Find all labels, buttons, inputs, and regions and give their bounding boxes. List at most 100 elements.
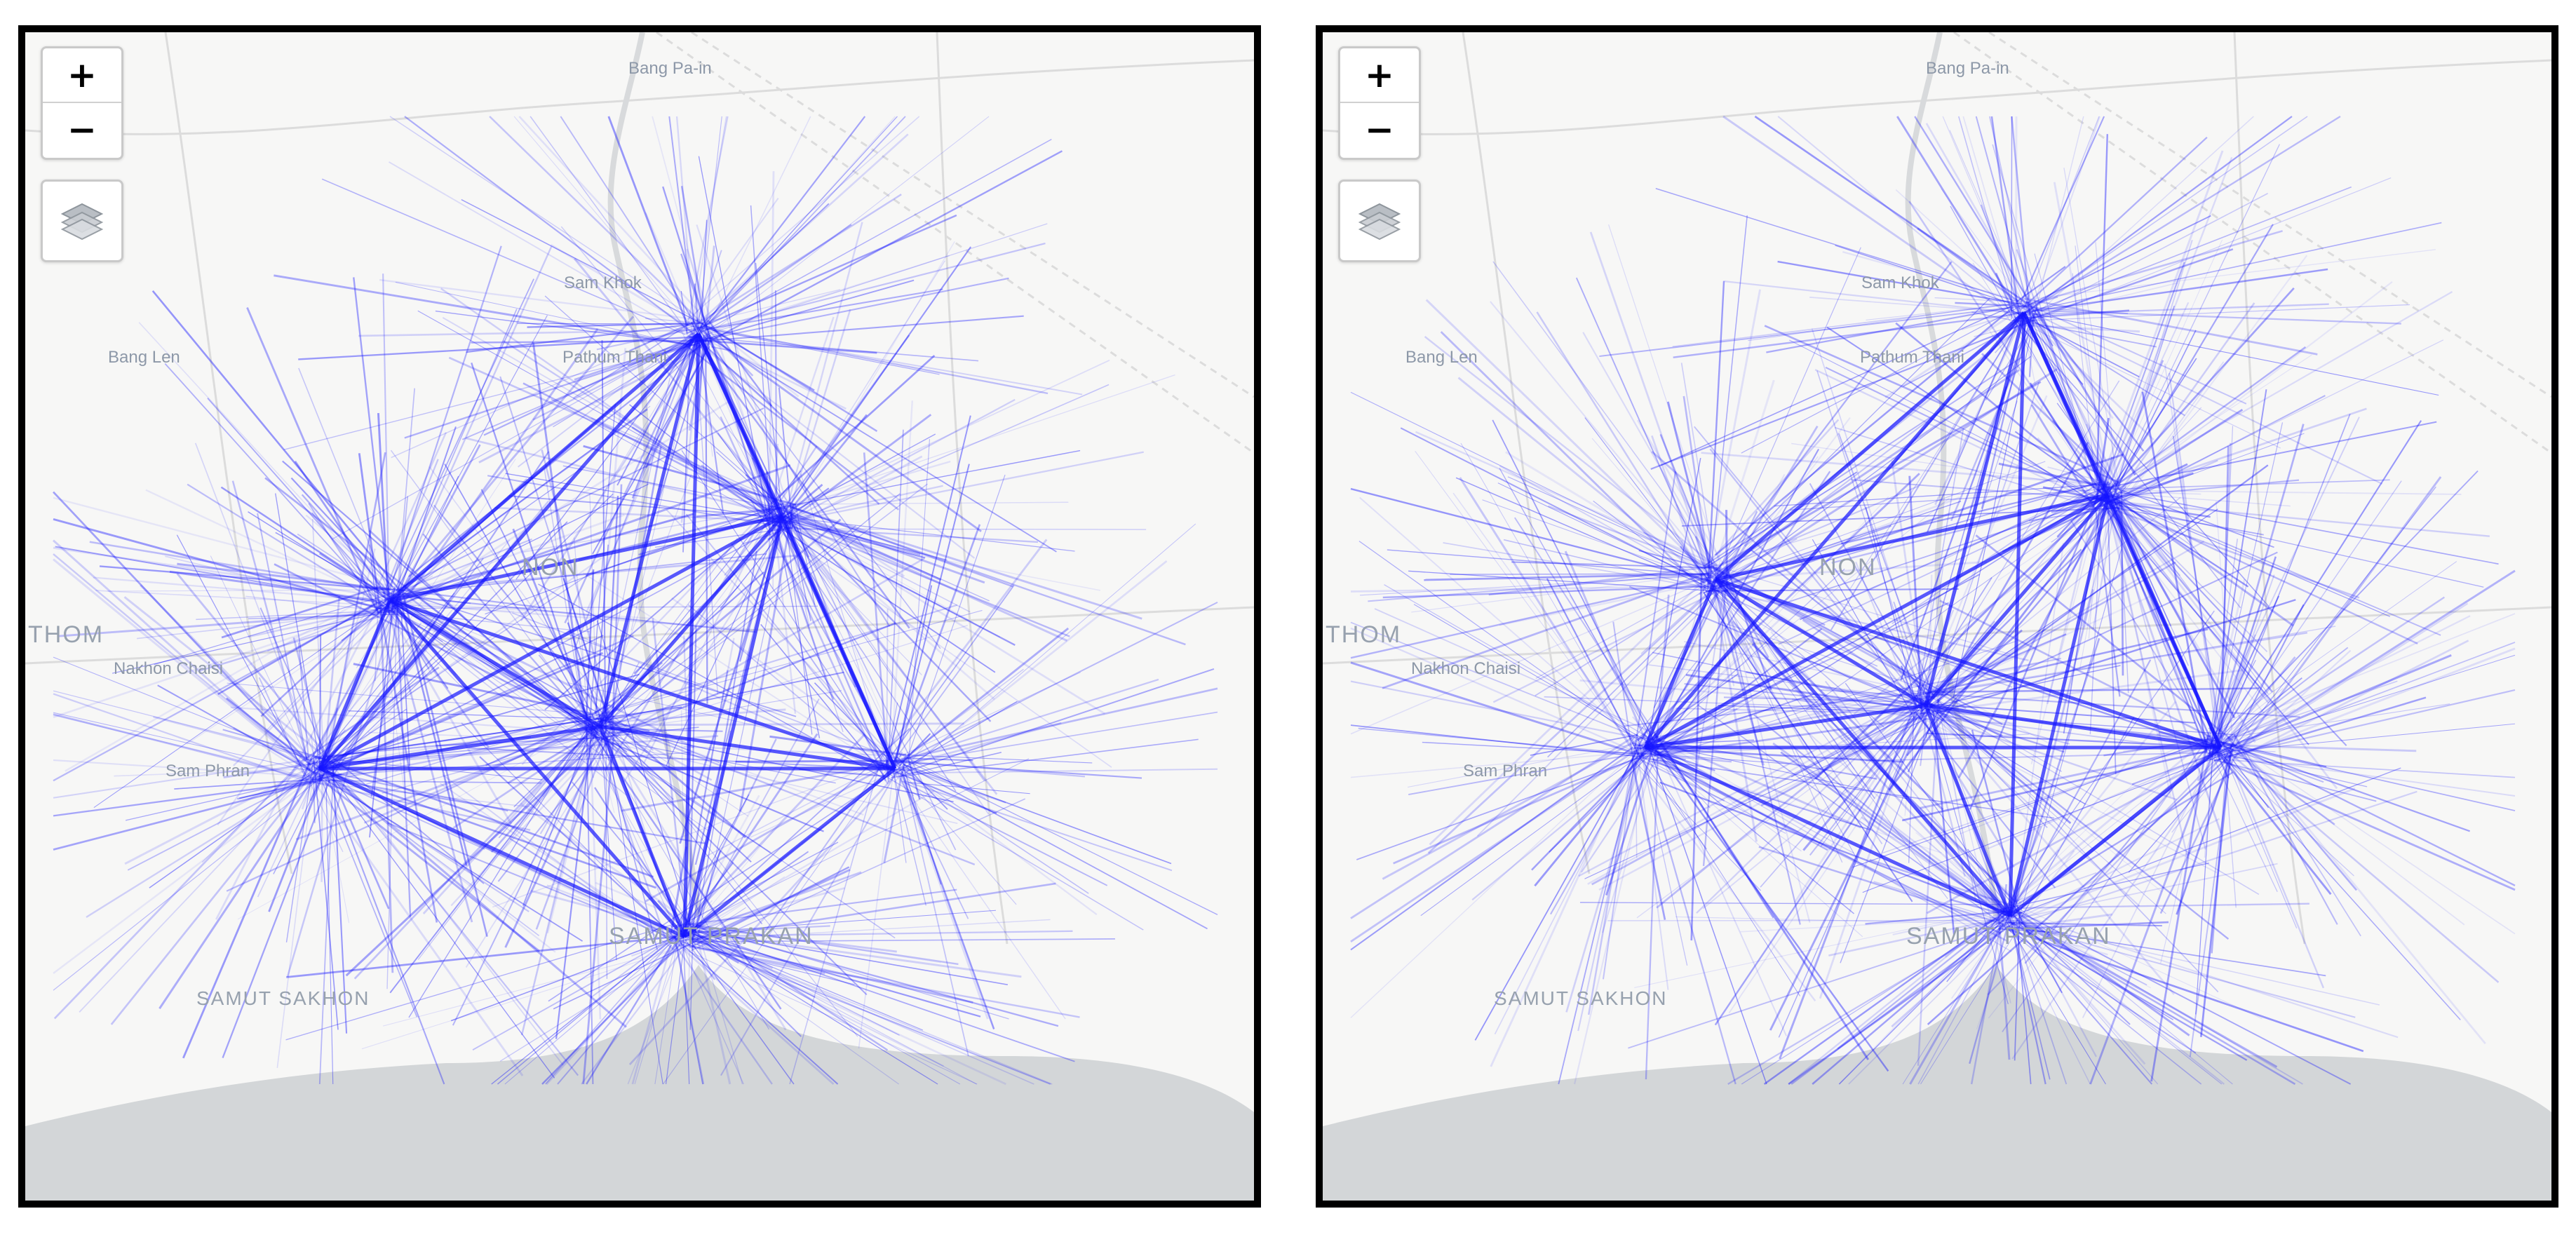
flow-line [201,757,309,863]
flow-line [1777,260,2022,306]
flow-trunk [682,333,701,938]
flow-line [685,513,886,762]
flow-line [282,460,590,726]
flow-line [2023,863,2278,918]
flow-line [452,724,609,829]
flow-line [705,242,1046,331]
flow-line [2111,496,2391,617]
flow-line [1950,324,2035,522]
flow-line [1927,820,2023,905]
flow-line [1356,757,1638,860]
map-canvas[interactable] [25,32,1254,1201]
flow-line [386,597,433,675]
flow-line [1624,691,1930,727]
zoom-in-button[interactable]: + [43,48,121,103]
flow-line [2100,491,2201,495]
zoom-out-button[interactable]: − [1365,109,1394,150]
flow-line [666,520,783,766]
flow-line [2208,596,2446,755]
map-panel-left[interactable]: + − Bang Pa-in Sam Khok Pathum Thani Ban… [18,25,1261,1208]
flow-line [2025,300,2145,452]
flow-line [1408,741,1651,788]
layers-button[interactable] [41,180,123,262]
flow-line [283,342,701,450]
flow-line [1928,665,2121,708]
flow-line [680,290,688,334]
flow-line [2002,924,2202,1085]
flow-line [1753,714,2011,924]
place-label: THOM [28,621,104,648]
flow-line [906,668,1215,772]
flow-line [124,759,324,865]
flow-line [2209,613,2516,735]
zoom-out-button[interactable]: − [67,109,97,150]
sea [1323,965,2551,1201]
flow-line [697,325,1048,395]
flow-line [314,635,604,779]
flow-line [907,757,921,800]
flow-line [1845,682,2022,926]
flow-line [157,684,311,771]
zoom-in-button[interactable]: + [1340,48,1419,103]
flow-line [1837,433,1935,700]
flow-line [1683,396,1713,586]
flow-line [891,601,1218,768]
flow-line [1928,687,2260,694]
flow-line [1908,201,2112,508]
flow-line [174,778,323,790]
flow-line [1482,499,1711,582]
flow-line [313,766,656,889]
flow-line [1851,479,2119,501]
map-canvas[interactable] [1323,32,2551,1201]
flow-line [694,326,1083,396]
flow-line [774,512,974,623]
flow-line [2022,177,2392,326]
flow-line [1916,540,2205,708]
flow-line [591,417,792,508]
flow-line [631,426,789,530]
flow-line [790,359,1110,510]
flow-trunk [1645,703,1927,750]
flow-line [685,116,920,323]
map-panel-right[interactable]: + − Bang Pa-in Sam Khok Pathum Thani Ban… [1316,25,2558,1208]
flow-line [2011,901,2233,1085]
flow-line [672,938,835,1086]
flow-line [318,553,601,741]
flow-line [2219,470,2479,739]
flow-line [2063,168,2119,487]
flow-line [784,516,1075,552]
flow-line [2016,321,2270,607]
flow-line [2051,419,2122,504]
flow-trunk [1715,577,2221,750]
flow-line [2007,925,2326,977]
flow-line [886,767,997,814]
layers-button[interactable] [1338,180,1421,262]
flow-line [1711,587,1783,660]
flow-line [317,770,418,1018]
flow-line [274,563,598,729]
flow-line [720,762,903,1076]
flow-line [605,708,786,724]
flow-line [1715,567,1801,925]
flow-line [2118,501,2249,588]
flow-line [908,757,973,762]
flow-line [1549,752,1652,853]
flow-line [53,774,318,974]
flow-line [2095,242,2118,508]
flow-line [520,802,694,926]
roads [1323,32,2551,945]
flow-line [2088,507,2100,639]
flow-line [1927,323,2018,533]
flow-line [2233,733,2361,937]
flow-line [684,198,779,330]
flow-line [1728,704,1939,1014]
flow-line [549,529,774,651]
flow-line [696,319,891,627]
flow-line [1656,743,1908,799]
flow-line [53,656,314,762]
flow-line [318,764,335,1085]
flow-line [610,719,747,839]
flow-line [2115,499,2347,746]
flow-line [375,594,709,832]
flow-line [2110,489,2191,546]
